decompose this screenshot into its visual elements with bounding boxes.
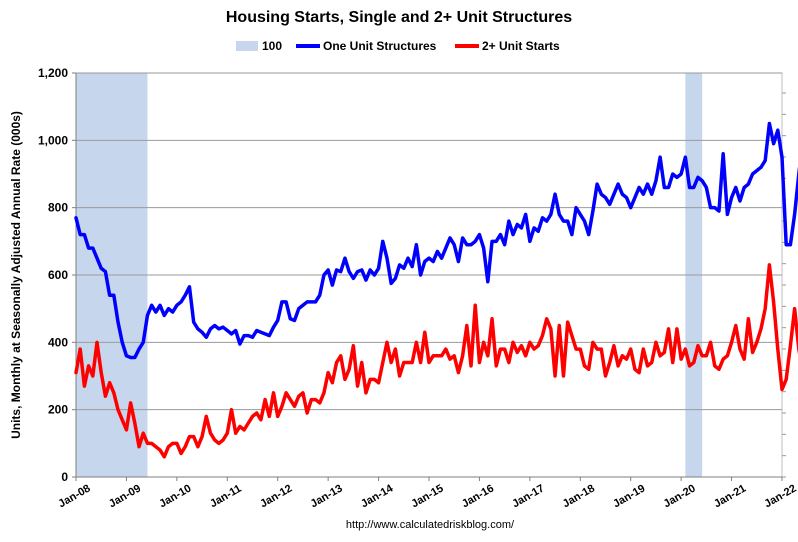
series-line-two-plus — [74, 263, 798, 459]
y-tick-label: 200 — [48, 403, 68, 417]
y-tick-label: 400 — [48, 335, 68, 349]
y-tick-labels: 0 200 400 600 800 1,000 1,200 — [38, 66, 68, 484]
legend-label-one-unit: One Unit Structures — [323, 39, 437, 53]
x-tick-label: Jan-20 — [662, 482, 698, 510]
x-tick-label: Jan-12 — [258, 482, 294, 510]
x-tick-label: Jan-22 — [762, 482, 798, 510]
x-tick-label: Jan-17 — [510, 482, 546, 510]
x-tick-label: Jan-14 — [359, 482, 396, 510]
x-tick-label: Jan-19 — [611, 482, 647, 510]
x-tick-labels: Jan-08 Jan-09 Jan-10 Jan-11 Jan-12 Jan-13 Jan-… — [56, 482, 798, 510]
x-tick-label: Jan-11 — [208, 483, 244, 511]
x-tick-label: Jan-10 — [157, 482, 193, 510]
series-line-one-unit — [74, 121, 798, 360]
y-tick-label: 0 — [61, 470, 68, 484]
legend-label-recession: 100 — [262, 39, 282, 53]
y-tick-label: 600 — [48, 268, 68, 282]
gridlines — [76, 72, 782, 411]
x-tick-label: Jan-09 — [107, 482, 143, 510]
x-tick-label: Jan-08 — [56, 482, 92, 510]
y-axis-label: Units, Monthly at Seasonally Adjusted An… — [9, 111, 23, 439]
axes — [72, 72, 786, 481]
series-layer — [74, 121, 798, 459]
x-tick-label: Jan-21 — [712, 482, 748, 510]
x-tick-label: Jan-18 — [561, 482, 597, 510]
x-tick-label: Jan-16 — [460, 482, 496, 510]
x-tick-label: Jan-15 — [409, 482, 445, 510]
x-tick-label: Jan-13 — [309, 482, 345, 510]
y-tick-label: 800 — [48, 201, 68, 215]
chart-title: Housing Starts, Single and 2+ Unit Struc… — [226, 9, 572, 26]
legend-swatch-recession — [236, 41, 258, 51]
source-url: http://www.calculatedriskblog.com/ — [346, 519, 515, 531]
legend: 100 One Unit Structures 2+ Unit Starts — [236, 39, 560, 53]
y-tick-label: 1,200 — [38, 66, 68, 80]
y-tick-label: 1,000 — [38, 133, 68, 147]
legend-label-two-plus: 2+ Unit Starts — [482, 39, 560, 53]
